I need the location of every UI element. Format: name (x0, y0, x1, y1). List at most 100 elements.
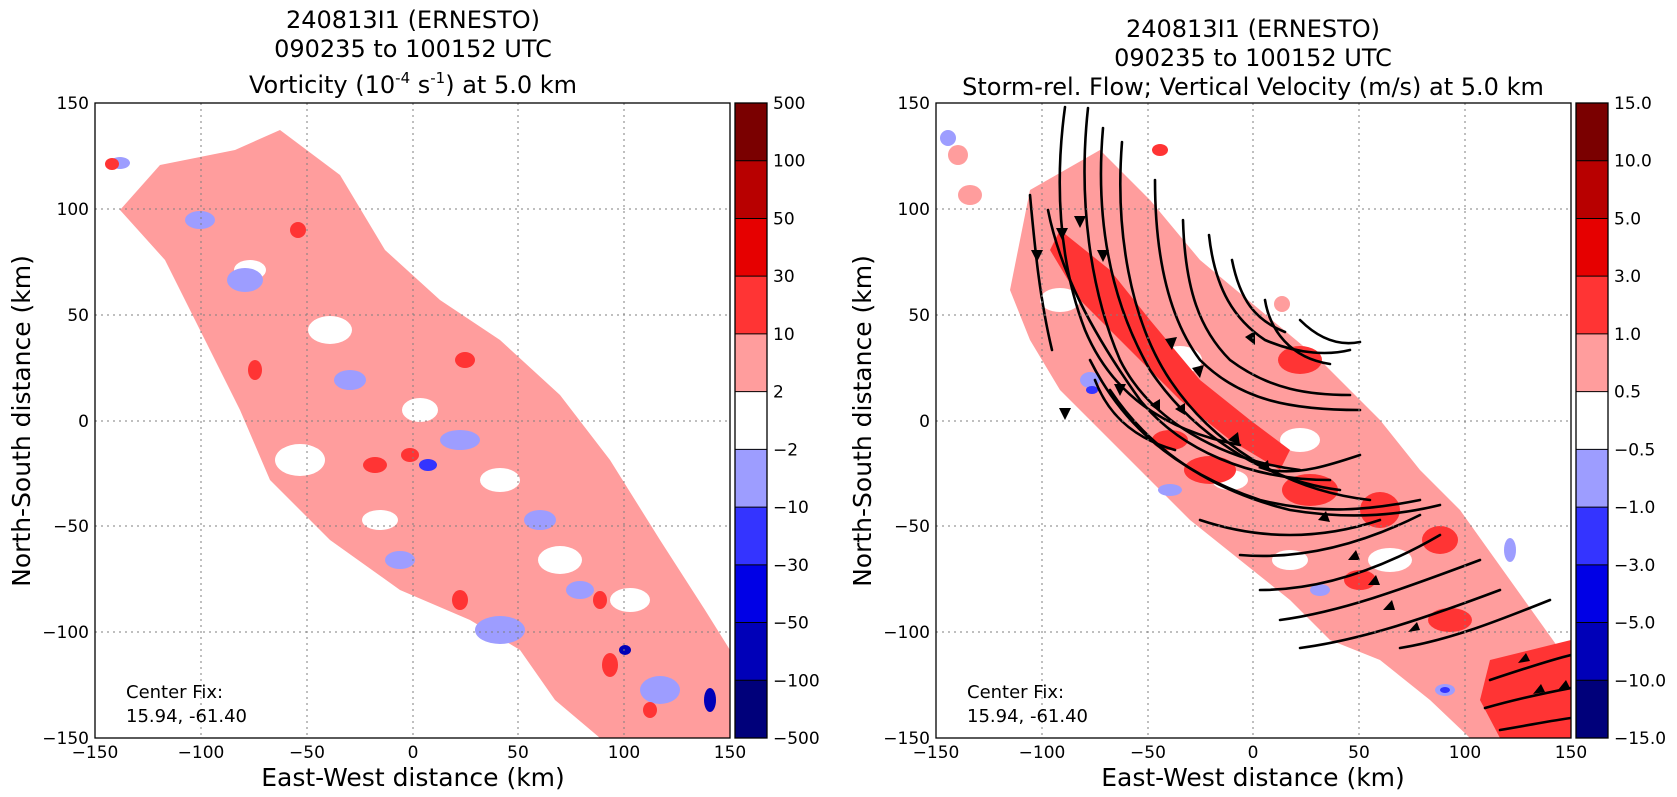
colorbar-tick-label: 500 (773, 94, 805, 114)
vorticity-swath (105, 130, 730, 738)
left-ytick: 0 (78, 412, 89, 432)
vorticity-field (105, 130, 730, 738)
right-xtick: 100 (1449, 743, 1481, 763)
colorbar-tick-label: 30 (773, 267, 795, 287)
colorbar-tick-label: −1.0 (1614, 498, 1655, 518)
right-ytick: 100 (898, 200, 930, 220)
colorbar-bin (735, 161, 767, 219)
left-ytick: 100 (57, 200, 89, 220)
left-title-var-pre: Vorticity (10 (249, 71, 395, 99)
left-ytick: −100 (42, 623, 89, 643)
colorbar-bin (1576, 103, 1608, 161)
left-center-fix-value: 15.94, -61.40 (126, 706, 247, 727)
left-xtick: 50 (507, 743, 529, 763)
right-ytick: 50 (908, 306, 930, 326)
colorbar-tick-label: −10 (773, 498, 809, 518)
colorbar-bin (735, 334, 767, 392)
colorbar-tick-label: −0.5 (1614, 440, 1655, 460)
colorbar-bin (1576, 680, 1608, 738)
left-title-var-sup2: -1 (430, 69, 445, 87)
left-ytick: 50 (67, 306, 89, 326)
right-title-line-3: Storm-rel. Flow; Vertical Velocity (m/s)… (962, 73, 1544, 101)
left-x-tick-labels: −150 −100 −50 0 50 100 150 (72, 743, 747, 763)
right-xtick: −50 (1130, 743, 1166, 763)
colorbar-bin (1576, 161, 1608, 219)
left-x-axis-label: East-West distance (km) (261, 763, 565, 792)
left-xtick: −50 (289, 743, 325, 763)
stream-arrow (1059, 408, 1071, 420)
left-title-var-post: ) at 5.0 km (445, 71, 577, 99)
colorbar-bin (735, 218, 767, 276)
colorbar-tick-label: 0.5 (1614, 383, 1641, 403)
right-xtick: 0 (1248, 743, 1259, 763)
colorbar-tick-label: −3.0 (1614, 556, 1655, 576)
right-y-axis-label: North-South distance (km) (848, 255, 877, 587)
right-xtick: −100 (1019, 743, 1066, 763)
right-ytick: 0 (919, 412, 930, 432)
colorbar-bin (1576, 449, 1608, 507)
right-ytick: 150 (898, 94, 930, 114)
colorbar-bin (1576, 507, 1608, 565)
colorbar-tick-label: 15.0 (1614, 94, 1652, 114)
colorbar-tick-label: −15.0 (1614, 729, 1666, 749)
colorbar-tick-label: −2 (773, 440, 798, 460)
velocity-swath (940, 130, 1571, 738)
colorbar-bin (1576, 565, 1608, 623)
colorbar-bin (735, 680, 767, 738)
colorbar-tick-label: 2 (773, 383, 784, 403)
right-colorbar: 15.0 10.0 5.0 3.0 1.0 0.5 −0.5 −1.0 −3.0 −5.0 −10.… (1576, 94, 1666, 749)
right-center-fix-value: 15.94, -61.40 (967, 706, 1088, 727)
left-ytick: −50 (53, 517, 89, 537)
vertical-velocity-field (940, 130, 1571, 738)
right-xtick: 150 (1555, 743, 1587, 763)
right-y-tick-labels: 150 100 50 0 −50 −100 −150 (883, 94, 930, 749)
colorbar-bin (735, 276, 767, 334)
streamline (1300, 320, 1360, 343)
right-ytick: −100 (883, 623, 930, 643)
right-title-line-2: 090235 to 100152 UTC (1114, 44, 1392, 72)
right-ytick: −150 (883, 729, 930, 749)
colorbar-tick-label: −100 (773, 671, 820, 691)
colorbar-bin (1576, 334, 1608, 392)
right-center-fix-label: Center Fix: (967, 682, 1064, 703)
colorbar-tick-label: 5.0 (1614, 209, 1641, 229)
left-center-fix-label: Center Fix: (126, 682, 223, 703)
figure: 240813I1 (ERNESTO) 090235 to 100152 UTC … (0, 0, 1677, 797)
vorticity-panel: 240813I1 (ERNESTO) 090235 to 100152 UTC … (7, 6, 820, 792)
colorbar-tick-label: 10.0 (1614, 152, 1652, 172)
colorbar-tick-label: 3.0 (1614, 267, 1641, 287)
left-title-line-3: Vorticity (10-4 s-1) at 5.0 km (249, 69, 577, 99)
left-y-tick-labels: 150 100 50 0 −50 −100 −150 (42, 94, 89, 749)
colorbar-bin (1576, 218, 1608, 276)
right-x-tick-labels: −150 −100 −50 0 50 100 150 (913, 743, 1588, 763)
left-title-var-mid: s (410, 71, 430, 99)
right-ytick: −50 (894, 517, 930, 537)
left-colorbar: 500 100 50 30 10 2 −2 −10 −30 −50 −100 −500 (735, 94, 820, 749)
colorbar-tick-label: 50 (773, 209, 795, 229)
colorbar-tick-label: 100 (773, 152, 805, 172)
left-xtick: 0 (408, 743, 419, 763)
colorbar-bin (735, 103, 767, 161)
left-ytick: 150 (57, 94, 89, 114)
left-xtick: 100 (608, 743, 640, 763)
colorbar-tick-label: 1.0 (1614, 325, 1641, 345)
colorbar-tick-label: −5.0 (1614, 614, 1655, 634)
colorbar-tick-label: −30 (773, 556, 809, 576)
right-xtick: 50 (1348, 743, 1370, 763)
left-ytick: −150 (42, 729, 89, 749)
colorbar-bin (1576, 276, 1608, 334)
left-title-line-1: 240813I1 (ERNESTO) (286, 6, 540, 34)
colorbar-bin (735, 565, 767, 623)
colorbar-bin (1576, 623, 1608, 681)
left-xtick: 150 (714, 743, 746, 763)
right-x-axis-label: East-West distance (km) (1101, 763, 1405, 792)
colorbar-bin (735, 623, 767, 681)
vertical-velocity-panel: 240813I1 (ERNESTO) 090235 to 100152 UTC … (848, 15, 1666, 792)
colorbar-tick-label: −50 (773, 614, 809, 634)
colorbar-bin (1576, 392, 1608, 450)
left-y-axis-label: North-South distance (km) (7, 255, 36, 587)
colorbar-bin (735, 507, 767, 565)
colorbar-tick-label: 10 (773, 325, 795, 345)
left-xtick: −100 (178, 743, 225, 763)
colorbar-tick-label: −10.0 (1614, 671, 1666, 691)
